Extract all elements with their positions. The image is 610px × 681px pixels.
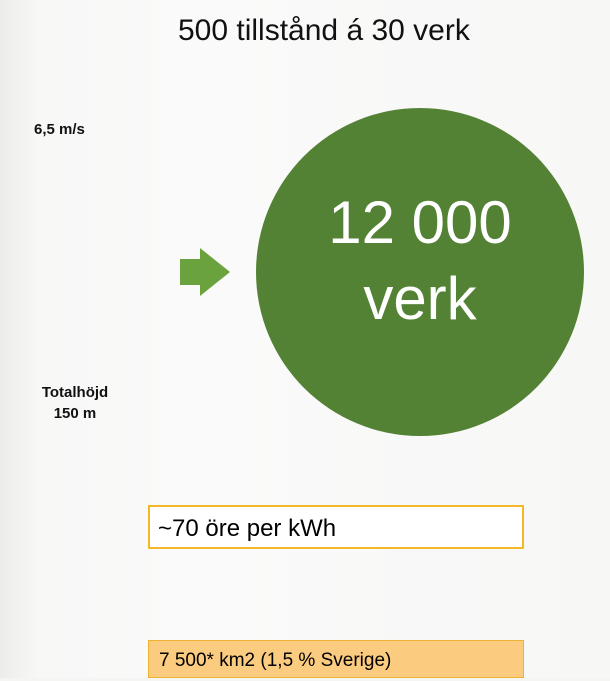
arrow <box>180 248 230 296</box>
circle-line: 12 000 <box>328 189 512 256</box>
arrow-shape <box>180 248 230 296</box>
height-line: Totalhöjd <box>41 384 109 401</box>
price-box: ~70 öre per kWh <box>148 505 524 549</box>
height-label: Totalhöjd 150 m <box>20 384 130 422</box>
area-box: 7 500* km2 (1,5 % Sverige) <box>148 640 524 678</box>
wind-label: 6,5 m/s <box>34 121 85 138</box>
height-line: 150 m <box>53 405 97 422</box>
circle-line: verk <box>363 265 477 332</box>
title: 500 tillstånd á 30 verk <box>178 14 470 47</box>
circle: 12 000 verk <box>256 108 584 436</box>
